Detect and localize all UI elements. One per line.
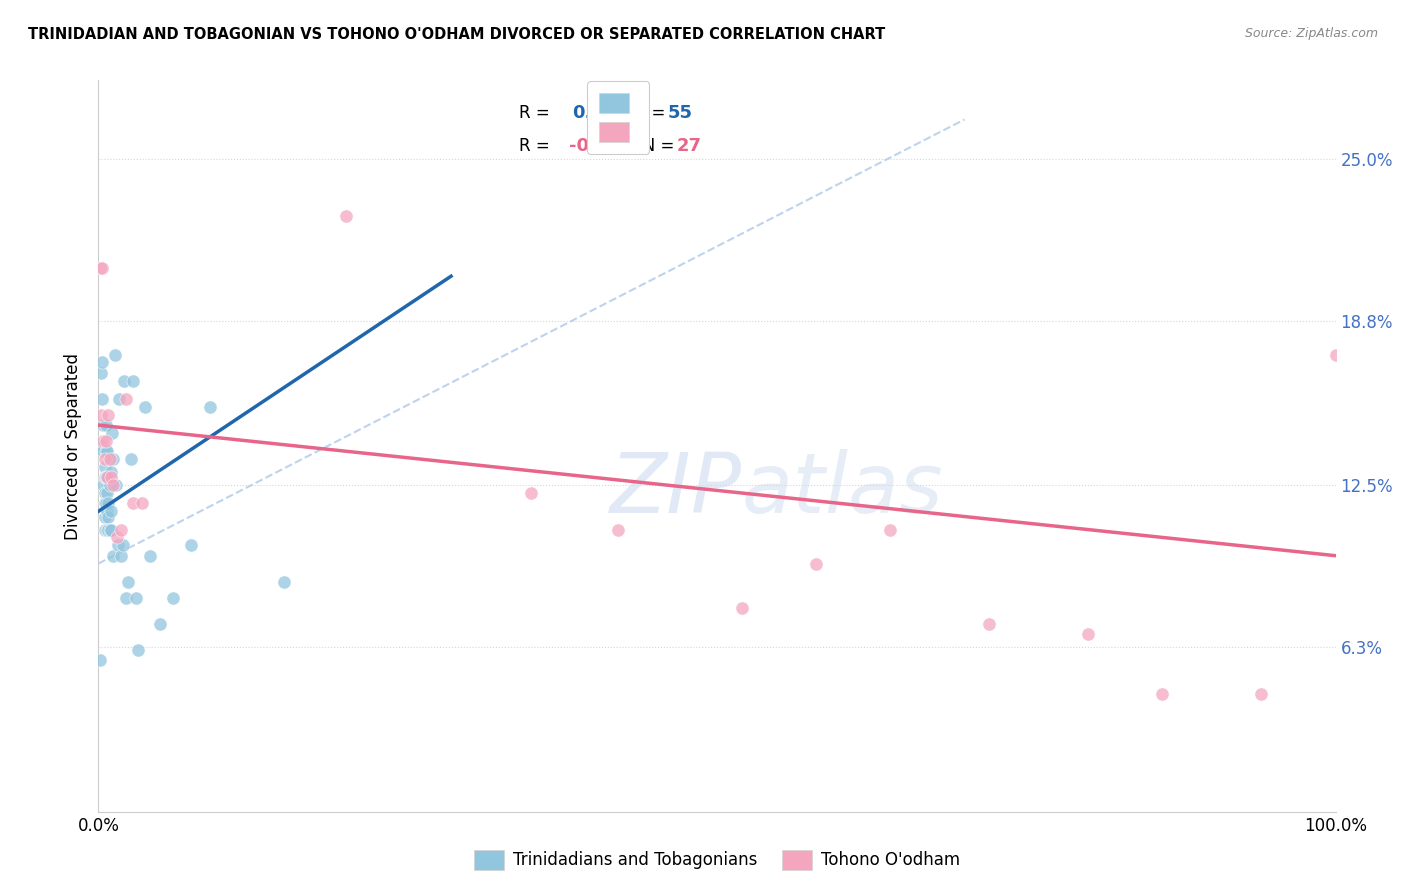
Point — [100, 504, 122, 518]
Text: N =: N = — [619, 104, 671, 122]
Point — [107, 538, 129, 552]
Point — [879, 523, 901, 537]
Point — [162, 591, 184, 605]
Point — [91, 261, 114, 276]
Point — [93, 444, 115, 458]
Point — [804, 557, 827, 571]
Point — [96, 444, 118, 458]
Point — [103, 452, 125, 467]
Point — [97, 523, 120, 537]
Point — [100, 523, 122, 537]
Point — [98, 452, 121, 467]
Point — [93, 523, 115, 537]
Point — [101, 425, 124, 440]
Point — [120, 452, 142, 467]
Point — [94, 418, 117, 433]
Point — [607, 523, 630, 537]
Point — [94, 470, 117, 484]
Text: TRINIDADIAN AND TOBAGONIAN VS TOHONO O'ODHAM DIVORCED OR SEPARATED CORRELATION C: TRINIDADIAN AND TOBAGONIAN VS TOHONO O'O… — [28, 27, 886, 42]
Point — [93, 470, 115, 484]
Point — [93, 496, 115, 510]
Point — [131, 496, 153, 510]
Legend: Trinidadians and Tobagonians, Tohono O'odham: Trinidadians and Tobagonians, Tohono O'o… — [468, 843, 966, 877]
Point — [100, 465, 122, 479]
Point — [110, 549, 132, 563]
Point — [96, 470, 118, 484]
Point — [114, 591, 136, 605]
Text: -0.383: -0.383 — [568, 137, 633, 155]
Point — [103, 348, 125, 362]
Point — [91, 355, 114, 369]
Point — [149, 616, 172, 631]
Point — [124, 591, 146, 605]
Point — [103, 478, 125, 492]
Point — [114, 392, 136, 406]
Point — [127, 642, 149, 657]
Point — [91, 392, 114, 406]
Point — [134, 400, 156, 414]
Point — [97, 470, 120, 484]
Point — [104, 478, 127, 492]
Point — [97, 408, 120, 422]
Point — [98, 523, 121, 537]
Point — [139, 549, 162, 563]
Point — [98, 478, 121, 492]
Text: Source: ZipAtlas.com: Source: ZipAtlas.com — [1244, 27, 1378, 40]
Point — [93, 509, 115, 524]
Point — [93, 452, 115, 467]
Point — [520, 486, 543, 500]
Point — [112, 374, 135, 388]
Point — [122, 374, 145, 388]
Point — [731, 601, 754, 615]
Text: 55: 55 — [668, 104, 693, 122]
Point — [103, 549, 125, 563]
Point — [93, 434, 115, 448]
Point — [94, 496, 117, 510]
Point — [335, 209, 357, 223]
Text: 0.348: 0.348 — [572, 104, 630, 122]
Point — [90, 366, 112, 380]
Point — [93, 478, 115, 492]
Point — [117, 574, 139, 589]
Point — [89, 653, 111, 667]
Point — [1324, 348, 1347, 362]
Point — [1077, 627, 1099, 641]
Text: atlas: atlas — [742, 450, 943, 531]
Point — [122, 496, 145, 510]
Y-axis label: Divorced or Separated: Divorced or Separated — [65, 352, 83, 540]
Point — [110, 523, 132, 537]
Point — [96, 523, 118, 537]
Point — [96, 486, 118, 500]
Point — [198, 400, 221, 414]
Text: N =: N = — [627, 137, 679, 155]
Point — [93, 459, 115, 474]
Point — [94, 434, 117, 448]
Point — [1250, 687, 1272, 701]
Point — [97, 496, 120, 510]
Point — [94, 444, 117, 458]
Text: ZIP: ZIP — [610, 450, 742, 531]
Point — [96, 470, 118, 484]
Text: R =: R = — [519, 104, 561, 122]
Point — [93, 418, 115, 433]
Text: R =: R = — [519, 137, 555, 155]
Point — [112, 538, 135, 552]
Point — [979, 616, 1001, 631]
Point — [180, 538, 202, 552]
Point — [97, 509, 120, 524]
Point — [100, 470, 122, 484]
Point — [108, 392, 131, 406]
Text: 27: 27 — [676, 137, 702, 155]
Point — [90, 408, 112, 422]
Point — [1152, 687, 1174, 701]
Point — [105, 530, 128, 544]
Point — [89, 261, 111, 276]
Point — [90, 439, 112, 453]
Point — [93, 486, 115, 500]
Point — [96, 504, 118, 518]
Point — [273, 574, 295, 589]
